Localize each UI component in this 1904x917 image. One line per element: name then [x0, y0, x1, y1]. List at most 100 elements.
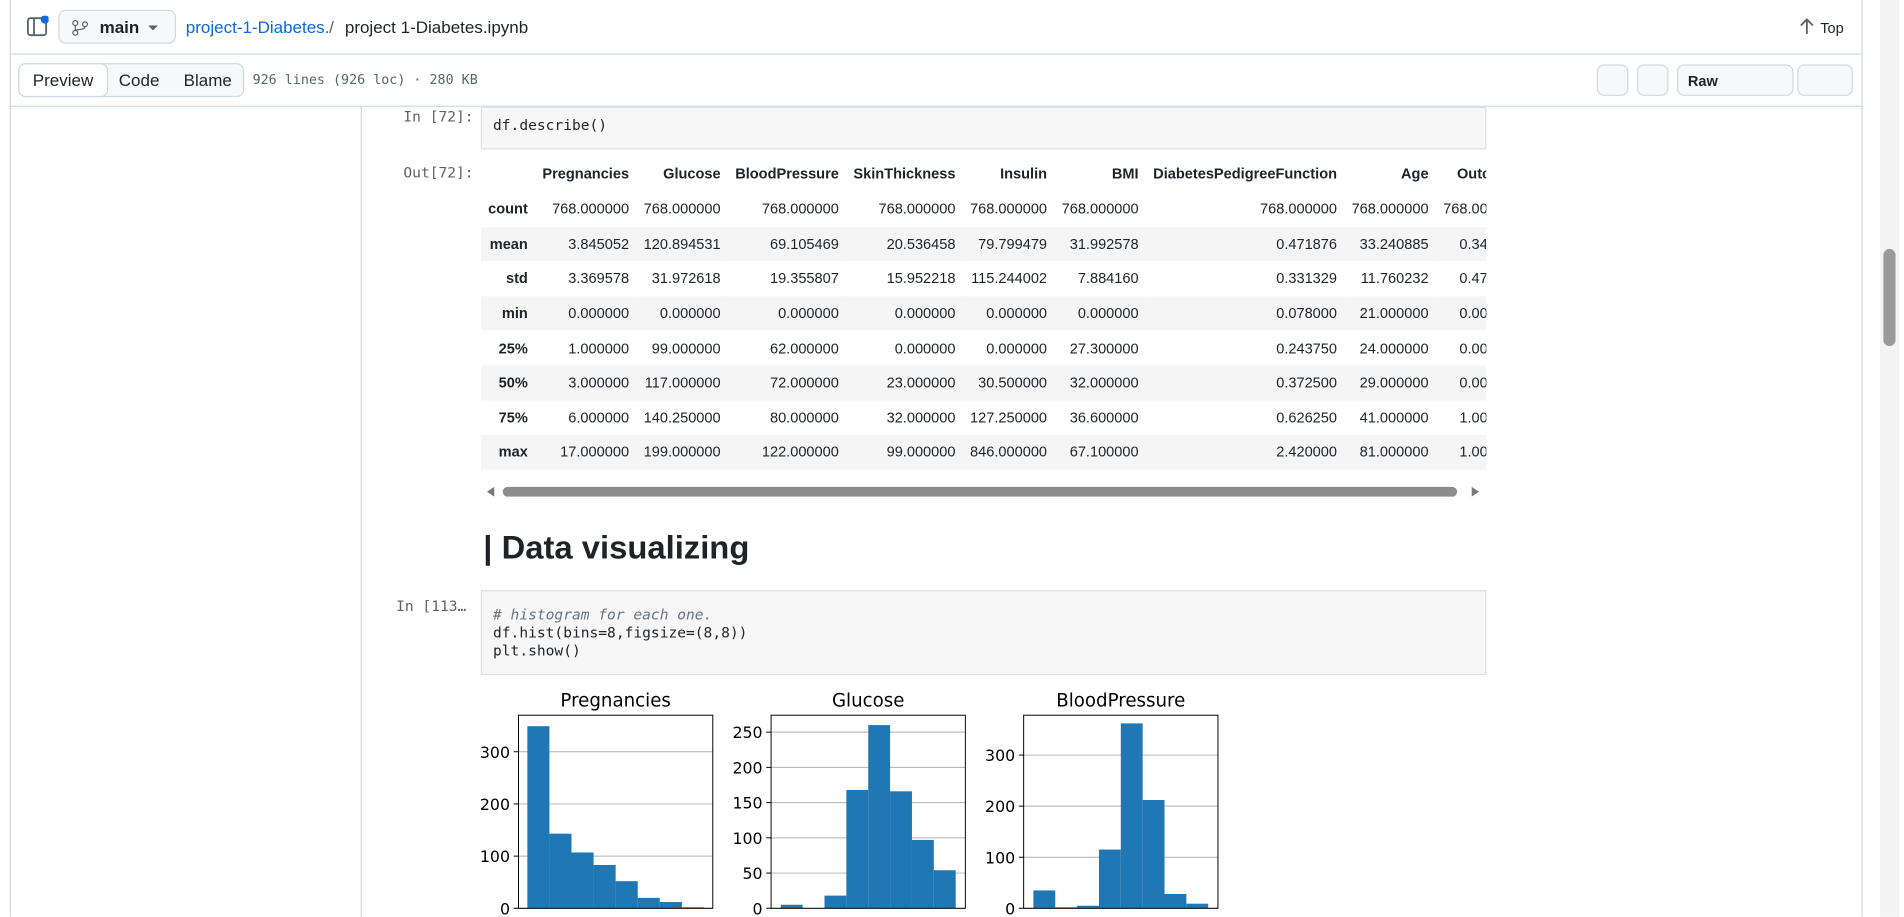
table-cell: 81.000000: [1359, 443, 1429, 461]
table-row: count 768.000000 768.000000 768.000000 768.0…: [481, 192, 1486, 227]
table-cell: 768.000000: [1061, 200, 1139, 218]
table-cell: 67.100000: [1069, 443, 1139, 461]
raw-button[interactable]: Raw: [1687, 72, 1718, 90]
y-tick-label: 50: [743, 864, 763, 883]
input-prompt: In [72]:: [403, 108, 474, 126]
y-tick-label: 250: [732, 723, 762, 742]
h-scrollbar[interactable]: [481, 483, 1486, 500]
h-scrollbar-thumb[interactable]: [502, 486, 1458, 497]
table-cell: 768.000000: [1443, 200, 1486, 218]
table-cell: 0.000000: [894, 304, 956, 322]
file-name: project 1-Diabetes.ipynb: [344, 17, 529, 37]
top-link[interactable]: Top: [1820, 19, 1844, 37]
table-cell: 0.243750: [1276, 339, 1338, 357]
output-prompt: Out[72]:: [403, 163, 474, 181]
histogram-bar: [571, 852, 594, 909]
page-border: [9, 0, 11, 917]
table-row: 25% 1.000000 99.000000 62.000000 0.000000 0.0…: [481, 331, 1487, 366]
table-cell: 0.000000: [986, 304, 1048, 322]
table-cell: 768.000000: [970, 200, 1048, 218]
table-cell: 768.000000: [761, 200, 839, 218]
table-cell: 768.000000: [552, 200, 630, 218]
file-header: main project-1-Diabetes. / project 1-Dia…: [9, 0, 1862, 55]
table-cell: 199.000000: [643, 443, 721, 461]
tab[interactable]: Preview: [18, 63, 108, 98]
table-cell: 0.000000: [986, 339, 1048, 357]
histogram-bar: [1055, 907, 1078, 909]
branch-button[interactable]: main: [58, 9, 177, 44]
table-cell: 768.000000: [1351, 200, 1429, 218]
table-cell: 115.244002: [971, 270, 1048, 288]
repo-link[interactable]: project-1-Diabetes.: [185, 17, 330, 37]
histogram-bar: [527, 726, 550, 909]
scrollbar[interactable]: [1879, 0, 1900, 917]
code-line: plt.show(): [493, 642, 581, 660]
code-cell: # histogram for each one. df.hist(bins=8…: [480, 590, 1487, 676]
copilot-button[interactable]: [1636, 64, 1669, 96]
file-toolbar: Preview Code Blame 926 lines (926 loc) ·…: [9, 55, 1862, 107]
table-cell: 127.250000: [970, 409, 1048, 427]
column-header: Outcome: [1456, 165, 1486, 183]
y-tick-label: 200: [480, 795, 510, 814]
histogram-bar: [615, 881, 638, 909]
table-cell: 1.000000: [568, 339, 630, 357]
table-cell: 30.500000: [978, 374, 1048, 392]
histogram-bar: [780, 904, 803, 909]
branch-icon: [72, 20, 89, 36]
y-tick-label: 150: [732, 794, 762, 813]
axes-frame: [1023, 714, 1219, 909]
chart-title: Glucose: [832, 691, 905, 712]
table-cell: 768.000000: [878, 200, 956, 218]
column-header: SkinThickness: [853, 165, 956, 183]
scroll-right[interactable]: [1471, 486, 1481, 497]
sidebar-toggle[interactable]: [27, 15, 49, 38]
row-label: std: [505, 270, 528, 288]
table-cell: 2.420000: [1276, 443, 1338, 461]
y-tick-label: 200: [985, 797, 1015, 816]
table-cell: 3.000000: [568, 374, 630, 392]
scroll-left[interactable]: [486, 486, 496, 497]
table-cell: 0.078000: [1276, 304, 1338, 322]
table-cell: 768.000000: [643, 200, 721, 218]
table-cell: 29.000000: [1359, 374, 1429, 392]
tab[interactable]: Code: [118, 70, 160, 90]
table-row: min 0.000000 0.000000 0.000000 0.000000 0.000…: [480, 296, 1487, 331]
histogram-bar: [824, 895, 847, 909]
table-cell: 99.000000: [651, 339, 721, 357]
edit-button[interactable]: [1797, 64, 1854, 96]
tab[interactable]: Blame: [183, 70, 232, 90]
code-cell: df.describe(): [480, 106, 1487, 150]
table-cell: 23.000000: [886, 374, 956, 392]
table-cell: 11.760232: [1360, 270, 1429, 288]
table-cell: 99.000000: [886, 443, 956, 461]
table-cell: 33.240885: [1359, 235, 1429, 253]
table-cell: 62.000000: [769, 339, 839, 357]
input-prompt: In [113…: [396, 597, 467, 615]
column-header: BMI: [1111, 165, 1139, 183]
table-cell: 0.348958: [1459, 235, 1487, 253]
table-cell: 0.000000: [568, 304, 630, 322]
table-row: max 17.000000 199.000000 122.000000 99.00000…: [480, 434, 1487, 470]
table-cell: 17.000000: [560, 443, 630, 461]
table-cell: 0.000000: [1459, 339, 1487, 357]
file-info: 926 lines (926 loc) · 280 KB: [252, 71, 478, 88]
table-cell: 846.000000: [970, 443, 1048, 461]
axes-frame: [770, 714, 966, 909]
table-cell: 79.799479: [978, 235, 1048, 253]
table-cell: 41.000000: [1359, 409, 1429, 427]
table-cell: 15.952218: [886, 270, 956, 288]
table-cell: 3.369578: [568, 270, 630, 288]
table-cell: 0.372500: [1276, 374, 1338, 392]
histogram-bar: [933, 870, 956, 909]
table-cell: 0.000000: [1459, 374, 1487, 392]
axes-frame: [518, 714, 714, 909]
add-file-button[interactable]: [1596, 64, 1629, 96]
table-cell: 20.536458: [886, 235, 956, 253]
histogram-bar: [1142, 800, 1165, 909]
table-row: mean 3.845052 120.894531 69.105469 20.536458…: [480, 226, 1487, 262]
scrollbar-thumb[interactable]: [1883, 248, 1896, 347]
column-header: Age: [1401, 165, 1429, 183]
